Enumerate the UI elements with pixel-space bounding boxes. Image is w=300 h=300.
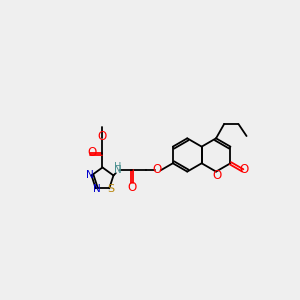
- Text: H: H: [114, 162, 122, 172]
- Text: O: O: [152, 164, 161, 176]
- Text: O: O: [127, 181, 136, 194]
- Text: N: N: [114, 165, 122, 175]
- Text: N: N: [92, 184, 100, 194]
- Text: O: O: [87, 146, 97, 159]
- Text: O: O: [212, 169, 221, 182]
- Text: O: O: [239, 163, 249, 176]
- Text: N: N: [86, 170, 94, 180]
- Text: S: S: [108, 184, 115, 194]
- Text: O: O: [98, 130, 107, 143]
